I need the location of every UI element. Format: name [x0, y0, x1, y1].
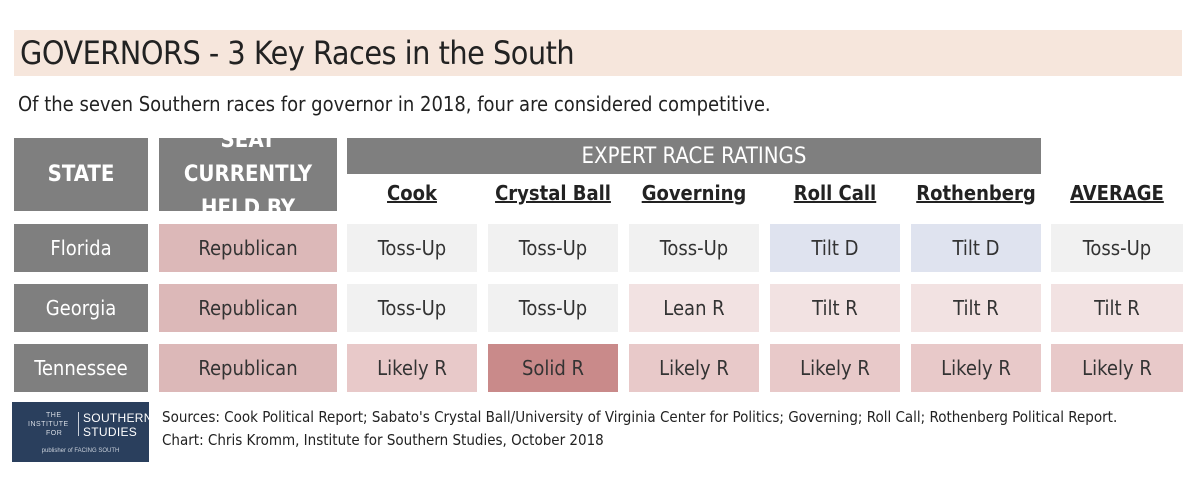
state-header: STATE	[14, 138, 148, 211]
rating-cell-georgia-crystal-ball: Toss-Up	[488, 284, 618, 332]
rater-header-crystal-ball: Crystal Ball	[495, 181, 611, 205]
rating-cell-tennessee-crystal-ball: Solid R	[488, 344, 618, 392]
average-cell-florida: Toss-Up	[1051, 224, 1183, 272]
expert-ratings-header: EXPERT RACE RATINGS	[347, 138, 1041, 174]
page-title: GOVERNORS - 3 Key Races in the South	[20, 34, 575, 72]
rating-cell-tennessee-rothenberg: Likely R	[911, 344, 1041, 392]
average-cell-georgia: Tilt R	[1051, 284, 1183, 332]
logo-divider	[78, 412, 79, 436]
average-cell-tennessee: Likely R	[1051, 344, 1183, 392]
seat-cell-georgia: Republican	[159, 284, 337, 332]
rater-header-cook: Cook	[387, 181, 437, 205]
state-cell-georgia: Georgia	[14, 284, 148, 332]
logo-tagline: publisher of FACING SOUTH	[41, 448, 120, 454]
logo-for: FOR	[46, 430, 63, 437]
rating-cell-georgia-cook: Toss-Up	[347, 284, 477, 332]
logo-southern: SOUTHERN	[83, 411, 153, 425]
title-band	[14, 30, 1182, 76]
seat-cell-tennessee: Republican	[159, 344, 337, 392]
rating-cell-tennessee-roll-call: Likely R	[770, 344, 900, 392]
institute-logo: THE INSTITUTE FOR SOUTHERN STUDIES publi…	[12, 402, 152, 462]
state-cell-tennessee: Tennessee	[14, 344, 148, 392]
state-cell-florida: Florida	[14, 224, 148, 272]
credit-line: Chart: Chris Kromm, Institute for Southe…	[162, 431, 604, 449]
logo-institute: INSTITUTE	[28, 421, 69, 428]
rater-header-roll-call: Roll Call	[793, 181, 877, 205]
rating-cell-florida-roll-call: Tilt D	[770, 224, 900, 272]
page-subtitle: Of the seven Southern races for governor…	[18, 92, 771, 116]
sources-note: Sources: Cook Political Report; Sabato's…	[162, 406, 1117, 452]
rating-cell-florida-governing: Toss-Up	[629, 224, 759, 272]
rater-header-governing: Governing	[641, 181, 747, 205]
seat-header-line2: HELD BY	[200, 195, 296, 221]
seat-header-line1: SEAT CURRENTLY	[183, 127, 313, 187]
rating-cell-florida-cook: Toss-Up	[347, 224, 477, 272]
seat-header: SEAT CURRENTLY HELD BY	[159, 128, 337, 221]
rating-cell-georgia-roll-call: Tilt R	[770, 284, 900, 332]
sources-line: Sources: Cook Political Report; Sabato's…	[162, 408, 1118, 426]
rating-cell-georgia-governing: Lean R	[629, 284, 759, 332]
logo-the: THE	[46, 412, 62, 419]
rating-cell-florida-crystal-ball: Toss-Up	[488, 224, 618, 272]
seat-cell-florida: Republican	[159, 224, 337, 272]
rating-cell-tennessee-governing: Likely R	[629, 344, 759, 392]
rater-header-average: AVERAGE	[1070, 181, 1164, 205]
logo-studies: STUDIES	[83, 425, 138, 439]
rating-cell-georgia-rothenberg: Tilt R	[911, 284, 1041, 332]
rating-cell-florida-rothenberg: Tilt D	[911, 224, 1041, 272]
rating-cell-tennessee-cook: Likely R	[347, 344, 477, 392]
rater-header-rothenberg: Rothenberg	[916, 181, 1036, 205]
